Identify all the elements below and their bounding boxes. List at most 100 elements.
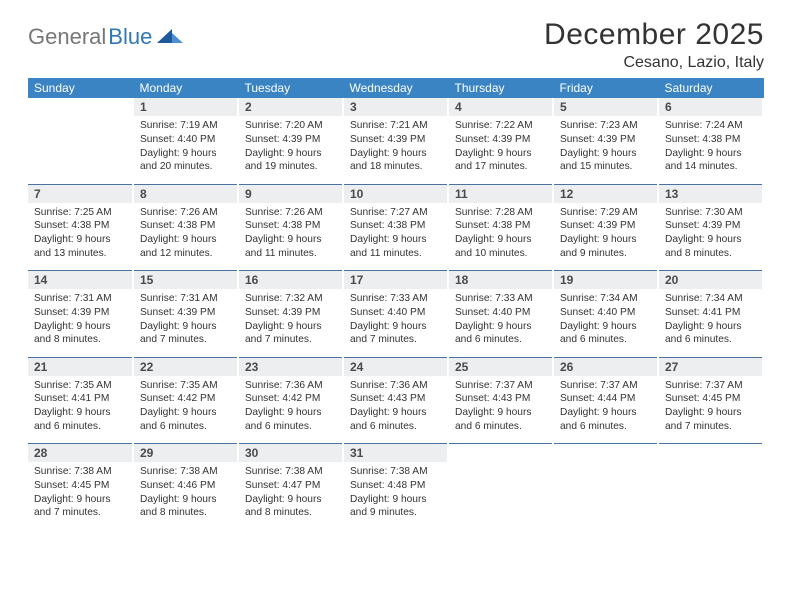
day-number: 27 bbox=[658, 357, 763, 376]
dh-thu: Thursday bbox=[448, 78, 553, 98]
sunrise: Sunrise: 7:35 AM bbox=[34, 379, 126, 393]
sunrise: Sunrise: 7:37 AM bbox=[665, 379, 756, 393]
day-cell: Sunrise: 7:32 AMSunset: 4:39 PMDaylight:… bbox=[238, 289, 343, 357]
logo-text-gray: General bbox=[28, 24, 106, 50]
day-cell: Sunrise: 7:33 AMSunset: 4:40 PMDaylight:… bbox=[448, 289, 553, 357]
sunrise: Sunrise: 7:32 AM bbox=[245, 292, 336, 306]
sunset: Sunset: 4:40 PM bbox=[560, 306, 651, 320]
sunrise: Sunrise: 7:19 AM bbox=[140, 119, 231, 133]
day-number: 14 bbox=[28, 271, 133, 290]
sunset: Sunset: 4:40 PM bbox=[350, 306, 441, 320]
sunrise: Sunrise: 7:24 AM bbox=[665, 119, 756, 133]
day-cell: Sunrise: 7:27 AMSunset: 4:38 PMDaylight:… bbox=[343, 203, 448, 271]
day-number: 19 bbox=[553, 271, 658, 290]
sunset: Sunset: 4:39 PM bbox=[350, 133, 441, 147]
day-cell bbox=[553, 462, 658, 530]
sunset: Sunset: 4:41 PM bbox=[34, 392, 126, 406]
day-cell: Sunrise: 7:21 AMSunset: 4:39 PMDaylight:… bbox=[343, 116, 448, 184]
sunrise: Sunrise: 7:25 AM bbox=[34, 206, 126, 220]
daylight: Daylight: 9 hours and 9 minutes. bbox=[560, 233, 651, 261]
sunrise: Sunrise: 7:26 AM bbox=[245, 206, 336, 220]
sunset: Sunset: 4:39 PM bbox=[560, 219, 651, 233]
day-cell: Sunrise: 7:34 AMSunset: 4:40 PMDaylight:… bbox=[553, 289, 658, 357]
daylight: Daylight: 9 hours and 6 minutes. bbox=[560, 406, 651, 434]
day-number: 17 bbox=[343, 271, 448, 290]
sunset: Sunset: 4:41 PM bbox=[665, 306, 756, 320]
day-cell: Sunrise: 7:31 AMSunset: 4:39 PMDaylight:… bbox=[28, 289, 133, 357]
day-number: 10 bbox=[343, 184, 448, 203]
day-cell: Sunrise: 7:20 AMSunset: 4:39 PMDaylight:… bbox=[238, 116, 343, 184]
day-cell bbox=[658, 462, 763, 530]
sunrise: Sunrise: 7:34 AM bbox=[560, 292, 651, 306]
day-number bbox=[448, 444, 553, 463]
sunrise: Sunrise: 7:38 AM bbox=[350, 465, 441, 479]
daylight: Daylight: 9 hours and 10 minutes. bbox=[455, 233, 546, 261]
month-title: December 2025 bbox=[544, 18, 764, 52]
logo: GeneralBlue bbox=[28, 18, 183, 50]
sunrise: Sunrise: 7:30 AM bbox=[665, 206, 756, 220]
dh-mon: Monday bbox=[133, 78, 238, 98]
sunrise: Sunrise: 7:31 AM bbox=[34, 292, 126, 306]
sunrise: Sunrise: 7:20 AM bbox=[245, 119, 336, 133]
day-number: 23 bbox=[238, 357, 343, 376]
daylight: Daylight: 9 hours and 8 minutes. bbox=[140, 493, 231, 521]
sunrise: Sunrise: 7:37 AM bbox=[560, 379, 651, 393]
day-number: 24 bbox=[343, 357, 448, 376]
title-block: December 2025 Cesano, Lazio, Italy bbox=[544, 18, 764, 72]
sunset: Sunset: 4:42 PM bbox=[140, 392, 231, 406]
day-cell bbox=[448, 462, 553, 530]
day-cell bbox=[28, 116, 133, 184]
day-cell: Sunrise: 7:33 AMSunset: 4:40 PMDaylight:… bbox=[343, 289, 448, 357]
content-row: Sunrise: 7:19 AMSunset: 4:40 PMDaylight:… bbox=[28, 116, 763, 184]
day-cell: Sunrise: 7:28 AMSunset: 4:38 PMDaylight:… bbox=[448, 203, 553, 271]
day-number: 12 bbox=[553, 184, 658, 203]
day-cell: Sunrise: 7:35 AMSunset: 4:42 PMDaylight:… bbox=[133, 376, 238, 444]
daylight: Daylight: 9 hours and 6 minutes. bbox=[140, 406, 231, 434]
day-cell: Sunrise: 7:26 AMSunset: 4:38 PMDaylight:… bbox=[238, 203, 343, 271]
day-cell: Sunrise: 7:37 AMSunset: 4:45 PMDaylight:… bbox=[658, 376, 763, 444]
dh-sat: Saturday bbox=[658, 78, 763, 98]
day-number: 5 bbox=[553, 98, 658, 116]
sunset: Sunset: 4:39 PM bbox=[140, 306, 231, 320]
sunrise: Sunrise: 7:29 AM bbox=[560, 206, 651, 220]
daylight: Daylight: 9 hours and 6 minutes. bbox=[665, 320, 756, 348]
day-number: 13 bbox=[658, 184, 763, 203]
daylight: Daylight: 9 hours and 8 minutes. bbox=[665, 233, 756, 261]
content-row: Sunrise: 7:35 AMSunset: 4:41 PMDaylight:… bbox=[28, 376, 763, 444]
daylight: Daylight: 9 hours and 14 minutes. bbox=[665, 147, 756, 175]
dh-wed: Wednesday bbox=[343, 78, 448, 98]
sunset: Sunset: 4:43 PM bbox=[350, 392, 441, 406]
day-number: 28 bbox=[28, 444, 133, 463]
sunset: Sunset: 4:38 PM bbox=[245, 219, 336, 233]
daylight: Daylight: 9 hours and 18 minutes. bbox=[350, 147, 441, 175]
day-number: 3 bbox=[343, 98, 448, 116]
day-number: 20 bbox=[658, 271, 763, 290]
daylight: Daylight: 9 hours and 17 minutes. bbox=[455, 147, 546, 175]
day-number: 11 bbox=[448, 184, 553, 203]
sunset: Sunset: 4:39 PM bbox=[34, 306, 126, 320]
daylight: Daylight: 9 hours and 6 minutes. bbox=[560, 320, 651, 348]
sunrise: Sunrise: 7:36 AM bbox=[245, 379, 336, 393]
location: Cesano, Lazio, Italy bbox=[544, 54, 764, 72]
daylight: Daylight: 9 hours and 7 minutes. bbox=[665, 406, 756, 434]
day-cell: Sunrise: 7:30 AMSunset: 4:39 PMDaylight:… bbox=[658, 203, 763, 271]
day-number: 21 bbox=[28, 357, 133, 376]
sunrise: Sunrise: 7:35 AM bbox=[140, 379, 231, 393]
daylight: Daylight: 9 hours and 7 minutes. bbox=[34, 493, 126, 521]
day-number: 15 bbox=[133, 271, 238, 290]
logo-text-blue: Blue bbox=[108, 24, 152, 50]
day-number: 22 bbox=[133, 357, 238, 376]
sunset: Sunset: 4:39 PM bbox=[245, 306, 336, 320]
calendar-body: 123456Sunrise: 7:19 AMSunset: 4:40 PMDay… bbox=[28, 98, 763, 530]
sunset: Sunset: 4:47 PM bbox=[245, 479, 336, 493]
daylight: Daylight: 9 hours and 6 minutes. bbox=[455, 406, 546, 434]
day-number: 26 bbox=[553, 357, 658, 376]
sunrise: Sunrise: 7:33 AM bbox=[350, 292, 441, 306]
daylight: Daylight: 9 hours and 6 minutes. bbox=[455, 320, 546, 348]
daynum-row: 78910111213 bbox=[28, 184, 763, 203]
sunset: Sunset: 4:39 PM bbox=[560, 133, 651, 147]
sunrise: Sunrise: 7:22 AM bbox=[455, 119, 546, 133]
content-row: Sunrise: 7:25 AM Sunset: 4:38 PM Daylight:… bbox=[28, 203, 763, 271]
day-number: 30 bbox=[238, 444, 343, 463]
day-cell: Sunrise: 7:23 AMSunset: 4:39 PMDaylight:… bbox=[553, 116, 658, 184]
